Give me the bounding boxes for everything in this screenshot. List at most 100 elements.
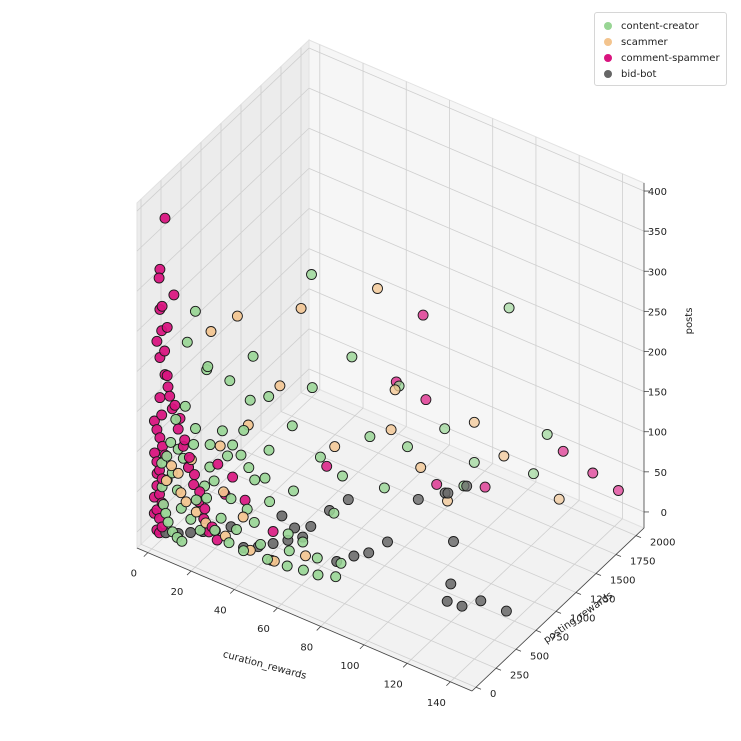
point-content-creator [201,492,213,504]
point-content-creator [189,305,201,317]
point-content-creator [346,351,358,363]
point-content-creator [209,524,221,536]
point-scammer [218,486,229,498]
y-tick-mark [475,686,482,690]
point-content-creator [255,538,266,550]
point-content-creator [263,444,275,456]
grid-line [308,288,645,433]
y-axis-line [471,527,645,692]
point-content-creator [165,436,177,448]
grid-line [308,368,645,513]
point-content-creator [297,536,309,548]
grid-line [308,168,645,312]
point-content-creator [225,493,237,505]
y-tick-label: 1500 [610,575,635,586]
grid-line [308,47,645,192]
legend-label: scammer [621,36,668,48]
point-content-creator [312,569,324,581]
point-scammer [468,416,480,428]
point-content-creator [337,470,348,482]
point-scammer [329,441,341,453]
point-bid-bot [461,480,473,492]
point-content-creator [185,513,197,525]
point-content-creator [306,382,318,394]
z-tick-label: 200 [648,347,667,358]
y-tick-label: 500 [530,651,549,662]
point-bid-bot [342,494,354,506]
point-scammer [180,496,192,508]
point-content-creator [181,336,193,348]
point-bid-bot [500,605,512,617]
point-content-creator [311,552,323,564]
grid-line [280,411,617,555]
point-content-creator [215,512,227,524]
point-content-creator [468,456,480,468]
z-tick-label: 0 [661,508,667,519]
point-content-creator [528,468,539,480]
point-scammer [385,424,397,436]
point-comment-spammer [162,381,174,393]
legend-label: comment-spammer [621,52,720,64]
point-bid-bot [448,536,459,547]
point-content-creator [283,545,295,557]
point-comment-spammer [159,212,171,224]
axis-ticks: 0204060801001201400250500750100012501500… [131,187,676,709]
legend-item-scammer: scammer [601,34,720,50]
y-tick-label: 1250 [590,594,615,605]
legend-item-content-creator: content-creator [601,18,720,34]
y-tick-mark [515,648,522,652]
y-tick-label: 0 [490,689,496,700]
point-comment-spammer [161,321,173,333]
legend-marker-scammer [604,38,612,46]
point-comment-spammer [612,485,624,496]
point-content-creator [288,485,299,497]
point-content-creator [247,350,259,362]
grid-line [450,518,623,683]
x-axis-line [136,547,473,692]
grid-line [308,127,645,272]
point-bid-bot [348,550,360,562]
point-bid-bot [441,595,453,607]
grid-line [300,392,637,536]
point-scammer [214,440,226,452]
legend-label: bid-bot [621,68,657,80]
point-comment-spammer [156,300,168,312]
point-scammer [172,467,184,479]
y-tick-label: 1000 [570,613,595,624]
point-comment-spammer [417,309,429,321]
x-tick-label: 80 [300,642,313,653]
y-tick-mark [555,611,562,614]
legend-item-bid-bot: bid-bot [601,66,720,82]
x-tick-mark [446,681,451,687]
data-points [148,212,624,617]
point-content-creator [364,431,376,443]
point-content-creator [190,494,202,506]
point-comment-spammer [183,451,195,463]
y-tick-mark [595,573,602,576]
z-tick-label: 300 [648,267,667,278]
point-content-creator [194,524,206,536]
point-content-creator [238,424,250,436]
x-tick-mark [229,589,235,594]
point-content-creator [223,537,235,549]
x-tick-label: 140 [427,698,446,709]
z-tick-label: 100 [648,428,667,439]
point-content-creator [439,423,451,435]
grid-line [136,127,310,292]
point-content-creator [176,535,188,547]
legend: content-creator scammer comment-spammer … [594,12,727,86]
grid-line [140,543,477,688]
point-scammer [166,460,177,472]
point-comment-spammer [159,345,171,357]
grid-line [363,481,537,646]
point-content-creator [243,462,255,474]
point-content-creator [170,413,182,425]
grid-line [160,524,497,669]
point-comment-spammer [153,272,165,284]
point-content-creator [188,438,200,450]
point-content-creator [208,475,220,487]
grid-line [200,486,537,631]
z-tick-label: 50 [654,468,667,479]
point-content-creator [503,302,515,314]
